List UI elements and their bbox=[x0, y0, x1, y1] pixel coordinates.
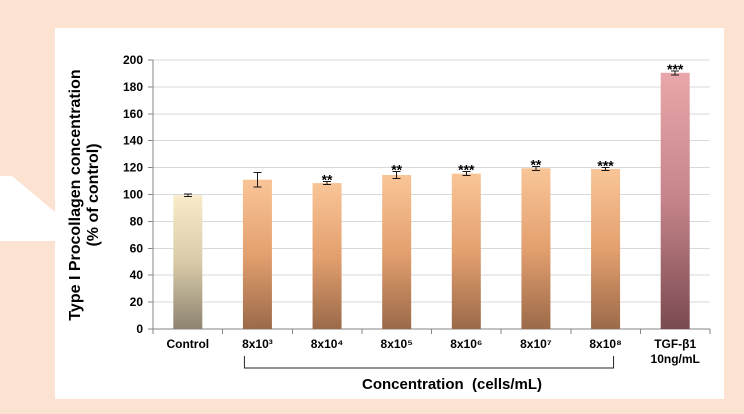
y-axis-title-line-1: Type I Procollagen concentration bbox=[67, 69, 84, 320]
y-tick-label: 200 bbox=[123, 53, 143, 67]
significance-mark: *** bbox=[597, 158, 614, 174]
x-tick-label: 8x10³ bbox=[242, 337, 273, 351]
bar-3 bbox=[312, 183, 342, 329]
y-tick-label: 160 bbox=[123, 107, 143, 121]
y-tick-label: 60 bbox=[130, 241, 144, 255]
significance-mark: *** bbox=[667, 61, 684, 77]
significance-mark: *** bbox=[458, 162, 475, 178]
left-chevron-decoration bbox=[0, 176, 55, 241]
y-tick-label: 20 bbox=[130, 295, 144, 309]
significance-mark: ** bbox=[322, 172, 333, 188]
bar-2 bbox=[242, 179, 272, 329]
x-tick-label: 8x10⁴ bbox=[310, 337, 344, 351]
y-tick-label: 120 bbox=[123, 161, 143, 175]
x-tick-label: 8x10⁶ bbox=[450, 337, 483, 351]
x-tick-label: 8x10⁷ bbox=[520, 337, 552, 351]
y-tick-label: 0 bbox=[136, 322, 143, 336]
significance-marks: **** *** ** ****** bbox=[322, 61, 684, 188]
error-bar bbox=[601, 167, 610, 171]
x-tick-label: 8x10⁵ bbox=[380, 337, 413, 351]
y-axis-title-line-2: (% of control) bbox=[85, 143, 102, 246]
y-tick-label: 40 bbox=[130, 268, 144, 282]
y-tick-label: 180 bbox=[123, 80, 143, 94]
error-bar bbox=[462, 171, 471, 177]
error-bar bbox=[183, 193, 192, 198]
bars bbox=[173, 72, 690, 329]
error-bar bbox=[671, 70, 680, 76]
bar-4 bbox=[382, 174, 412, 329]
bar-1 bbox=[173, 195, 203, 329]
x-tick-label: Control bbox=[166, 337, 210, 351]
error-bar bbox=[323, 181, 332, 185]
significance-mark: ** bbox=[530, 156, 541, 172]
error-bar bbox=[531, 165, 540, 171]
error-bar bbox=[392, 171, 401, 179]
x-axis-title: Concentration (cells/mL) bbox=[362, 376, 542, 393]
y-tick-label: 100 bbox=[123, 188, 143, 202]
x-tick-label: 8x10⁸ bbox=[589, 337, 622, 351]
y-tick-label: 80 bbox=[130, 214, 144, 228]
error-bar bbox=[253, 171, 262, 188]
bar-5 bbox=[451, 173, 481, 329]
y-tick-labels: 0 20 40 60 80 100 120 140 160 180 200 bbox=[123, 53, 143, 336]
bar-8 bbox=[660, 72, 690, 329]
y-tick-label: 140 bbox=[123, 134, 143, 148]
significance-mark: ** bbox=[391, 162, 402, 178]
bar-6 bbox=[521, 168, 551, 329]
x-tick-label: TGF-β1 10ng/mL bbox=[650, 337, 700, 366]
bar-7 bbox=[591, 168, 621, 329]
x-axis-bracket bbox=[243, 356, 615, 369]
error-bars bbox=[183, 70, 680, 198]
